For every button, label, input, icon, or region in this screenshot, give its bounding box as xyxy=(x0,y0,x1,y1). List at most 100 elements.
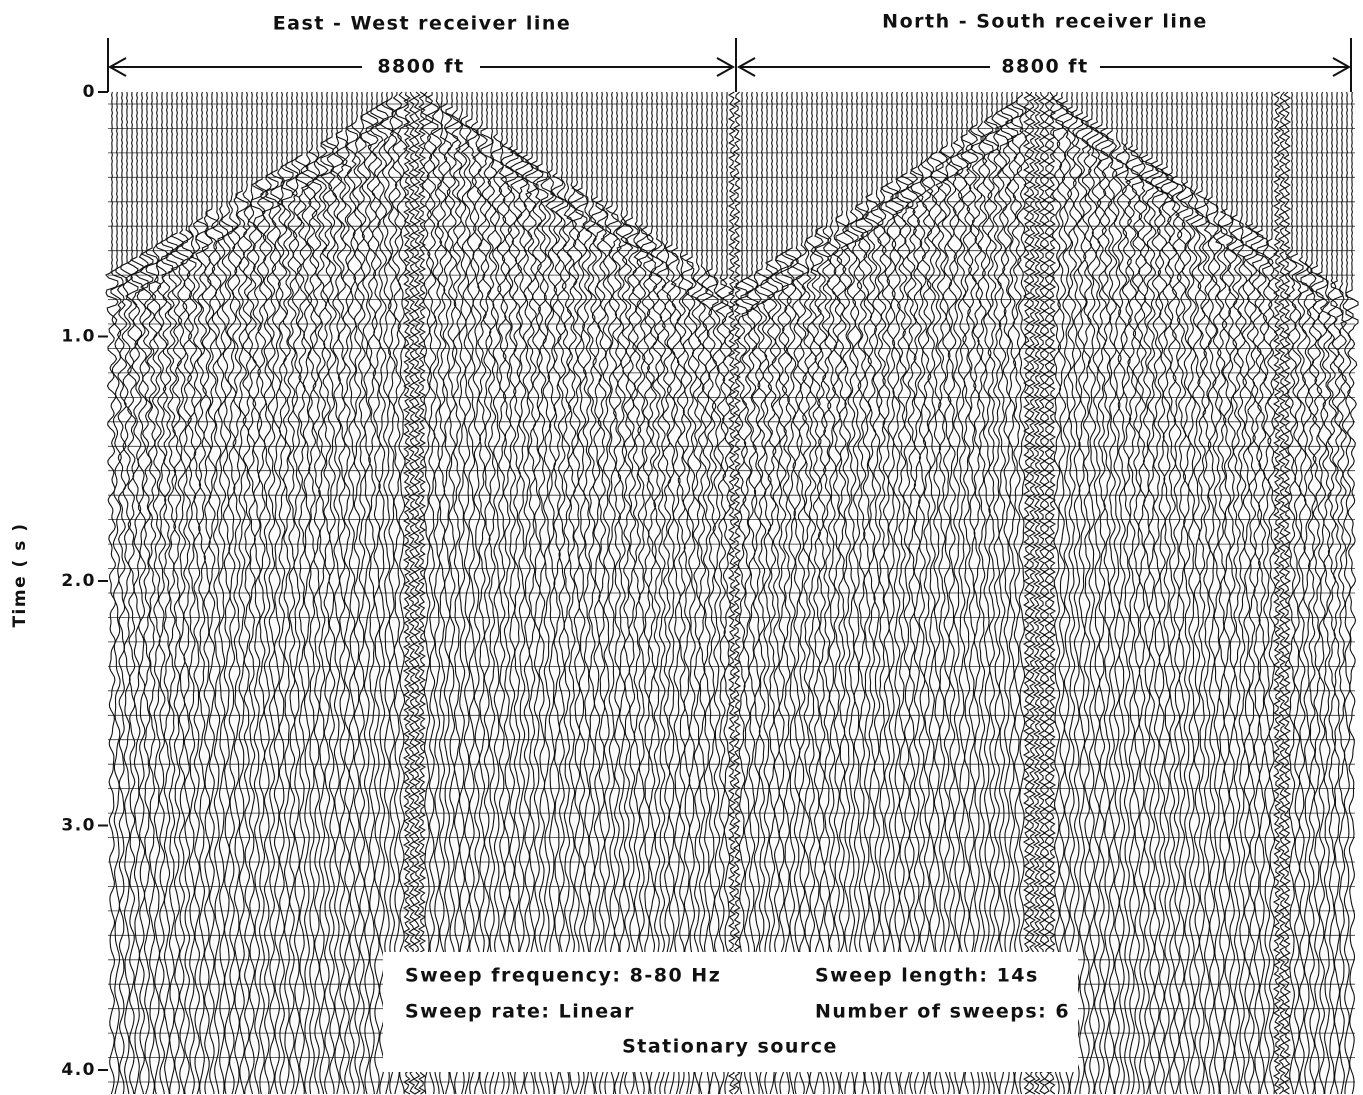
seismic-trace xyxy=(1060,91,1074,1095)
seismic-trace xyxy=(860,91,874,1095)
seismic-trace xyxy=(360,91,374,1095)
seismic-trace xyxy=(395,91,409,1094)
seismic-trace xyxy=(795,92,809,1095)
seismic-trace xyxy=(1282,91,1292,1095)
seismic-trace xyxy=(1032,91,1042,1095)
left-title: East - West receiver line xyxy=(273,13,572,35)
seismic-trace xyxy=(1310,91,1324,1095)
seismic-trace xyxy=(640,91,654,1095)
seismic-trace xyxy=(255,91,269,1095)
seismic-trace xyxy=(135,91,149,1095)
seismic-trace xyxy=(1345,91,1359,1095)
seismic-trace xyxy=(319,91,334,1095)
seismic-trace xyxy=(1306,91,1318,1095)
y-tick-label: 0 xyxy=(83,82,96,102)
seismic-trace xyxy=(1185,91,1199,1095)
seismic-trace xyxy=(480,91,494,1095)
seismic-trace xyxy=(930,91,944,1095)
seismic-trace xyxy=(985,91,999,1095)
seismic-trace xyxy=(670,91,682,1095)
seismic-trace xyxy=(1115,92,1129,1095)
seismic-trace xyxy=(821,91,833,1095)
seismic-trace xyxy=(1042,91,1052,1095)
seismic-trace xyxy=(235,91,249,1095)
seismic-trace xyxy=(1047,91,1057,1095)
seismic-trace xyxy=(695,91,709,1095)
seismic-trace xyxy=(615,91,629,1095)
seismic-trace xyxy=(581,91,593,1095)
seismic-trace xyxy=(970,92,984,1095)
seismic-trace xyxy=(1224,91,1238,1095)
seismic-trace xyxy=(950,91,964,1095)
seismic-trace xyxy=(585,91,597,1094)
seismic-trace xyxy=(1165,91,1179,1095)
seismic-trace xyxy=(356,91,368,1095)
legend-text: Sweep length: 14s xyxy=(815,965,1039,987)
seismic-trace xyxy=(115,91,129,1095)
seismic-trace xyxy=(1070,92,1084,1095)
seismic-trace xyxy=(620,91,634,1095)
seismic-trace xyxy=(180,91,194,1095)
seismic-trace xyxy=(291,91,303,1095)
seismic-trace xyxy=(991,91,1003,1095)
seismic-trace xyxy=(370,91,384,1095)
seismic-trace xyxy=(330,91,344,1095)
seismic-trace xyxy=(735,91,749,1095)
seismic-trace xyxy=(905,91,919,1095)
right-title: North - South receiver line xyxy=(882,11,1208,33)
seismic-trace xyxy=(345,91,359,1095)
seismic-trace xyxy=(955,91,969,1095)
seismic-trace xyxy=(732,91,742,1095)
seismic-trace xyxy=(676,91,687,1095)
seismic-trace xyxy=(980,91,994,1095)
seismic-trace xyxy=(1290,91,1304,1095)
legend-text: Sweep rate: Linear xyxy=(405,1001,635,1023)
seismic-trace xyxy=(720,91,734,1095)
seismic-trace xyxy=(545,91,558,1095)
seismic-trace xyxy=(600,91,613,1095)
seismic-trace xyxy=(540,91,554,1095)
right-scale: 8800 ft xyxy=(1001,56,1088,78)
y-axis-label: Time ( s ) xyxy=(10,522,30,627)
left-scale: 8800 ft xyxy=(377,56,464,78)
seismic-trace xyxy=(1337,91,1348,1095)
seismic-trace xyxy=(1314,91,1329,1095)
y-tick-label: 2.0 xyxy=(61,571,96,591)
seismic-trace xyxy=(260,92,274,1095)
seismic-trace xyxy=(1155,91,1169,1095)
seismic-trace xyxy=(110,91,124,1095)
seismic-trace xyxy=(665,92,679,1095)
seismic-trace xyxy=(1229,91,1244,1095)
seismic-trace xyxy=(430,91,444,1095)
seismic-trace xyxy=(210,91,224,1095)
seismic-trace xyxy=(685,91,698,1095)
seismic-trace xyxy=(1085,91,1099,1095)
seismic-trace xyxy=(460,91,472,1095)
seismic-trace xyxy=(1300,91,1314,1095)
seismic-trace xyxy=(920,91,934,1095)
seismic-trace xyxy=(300,91,314,1095)
seismic-trace xyxy=(727,91,737,1095)
seismic-trace xyxy=(242,91,253,1094)
seismic-trace xyxy=(705,91,719,1095)
seismic-trace xyxy=(1105,91,1118,1095)
seismic-trace xyxy=(305,91,319,1095)
seismic-trace xyxy=(379,91,394,1095)
seismic-trace xyxy=(140,91,154,1095)
seismic-trace xyxy=(739,91,754,1095)
seismic-trace xyxy=(960,91,974,1095)
seismic-trace xyxy=(925,91,938,1095)
seismic-trace xyxy=(690,91,704,1095)
seismic-trace xyxy=(391,91,403,1095)
seismic-trace xyxy=(754,91,769,1095)
seismic-trace xyxy=(1175,91,1189,1095)
seismic-trace xyxy=(1000,91,1014,1095)
seismic-trace xyxy=(632,91,643,1095)
seismic-trace xyxy=(325,91,339,1095)
seismic-trace xyxy=(1037,91,1047,1095)
y-axis: 0 1.0 2.0 3.0 4.0 xyxy=(61,82,108,1080)
seismic-trace xyxy=(764,91,779,1095)
seismic-trace xyxy=(994,91,1009,1095)
y-tick-label: 3.0 xyxy=(61,816,96,836)
